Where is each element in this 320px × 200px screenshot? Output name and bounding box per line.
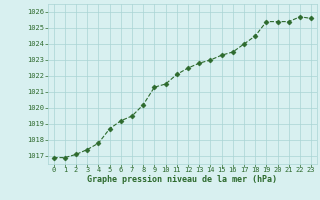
X-axis label: Graphe pression niveau de la mer (hPa): Graphe pression niveau de la mer (hPa) — [87, 175, 277, 184]
